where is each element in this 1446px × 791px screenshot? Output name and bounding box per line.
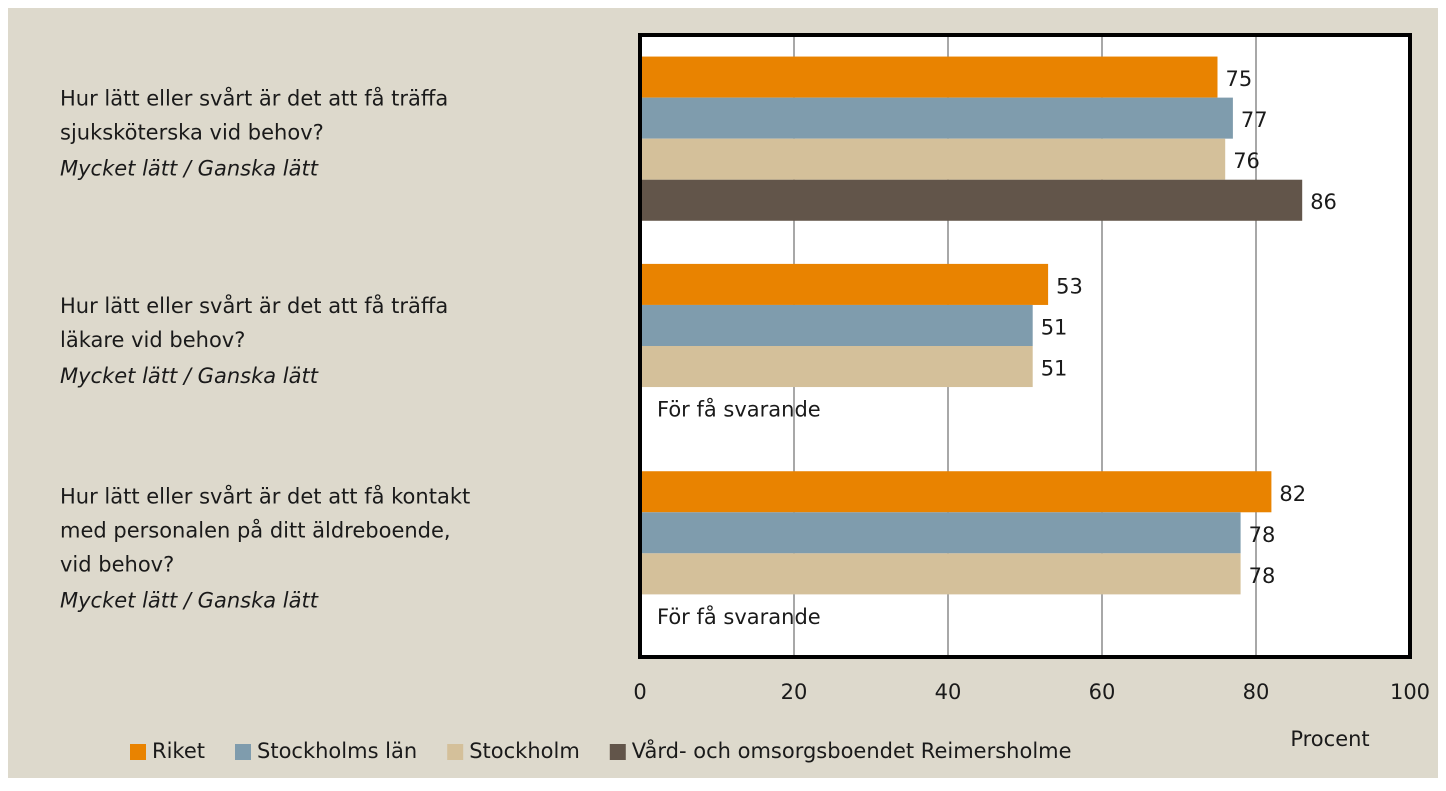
bar [640,138,1226,180]
category-label: sjuksköterska vid behov? [60,121,324,145]
data-label: 78 [1249,523,1276,547]
legend-swatch [130,744,146,760]
legend-label: Stockholms län [257,739,417,763]
bar [640,512,1241,554]
data-label: 82 [1279,482,1306,506]
data-label: 77 [1241,108,1268,132]
data-label: 53 [1056,274,1083,298]
bar [640,179,1303,221]
bar [640,346,1033,388]
legend-swatch [235,744,251,760]
annotation: För få svarande [657,604,821,629]
category-note: Mycket lätt / Ganska lätt [60,364,319,388]
category-label: Hur lätt eller svårt är det att få konta… [60,483,470,508]
legend-swatch [609,744,626,760]
legend-label: Riket [152,739,205,763]
x-tick-label: 100 [1390,680,1430,704]
category-note: Mycket lätt / Ganska lätt [60,588,319,612]
category-note: Mycket lätt / Ganska lätt [60,157,319,181]
x-axis-label: Procent [1290,727,1369,751]
bar [640,56,1218,98]
category-label: Hur lätt eller svårt är det att få träff… [60,86,448,111]
legend-swatch [447,744,464,760]
bar [640,304,1033,346]
x-tick-label: 40 [935,680,962,704]
bar [640,471,1272,513]
x-tick-label: 0 [633,680,646,704]
category-label: vid behov? [60,552,174,576]
annotation: För få svarande [657,397,821,422]
plot-border [638,33,1412,659]
legend-label: Stockholm [469,739,580,763]
x-tick-label: 20 [781,680,808,704]
category-label: Hur lätt eller svårt är det att få träff… [60,293,448,318]
data-label: 78 [1249,564,1276,588]
x-tick-label: 80 [1243,680,1270,704]
bar [640,97,1233,139]
x-tick-label: 60 [1089,680,1116,704]
data-label: 76 [1233,149,1260,173]
data-label: 75 [1226,67,1253,91]
data-label: 51 [1041,315,1068,339]
category-label: med personalen på ditt äldreboende, [60,517,451,542]
data-label: 86 [1310,190,1337,214]
legend-label: Vård- och omsorgsboendet Reimersholme [632,738,1072,763]
bar [640,553,1241,595]
category-label: läkare vid behov? [60,328,245,352]
data-label: 51 [1041,357,1068,381]
bar [640,263,1049,305]
